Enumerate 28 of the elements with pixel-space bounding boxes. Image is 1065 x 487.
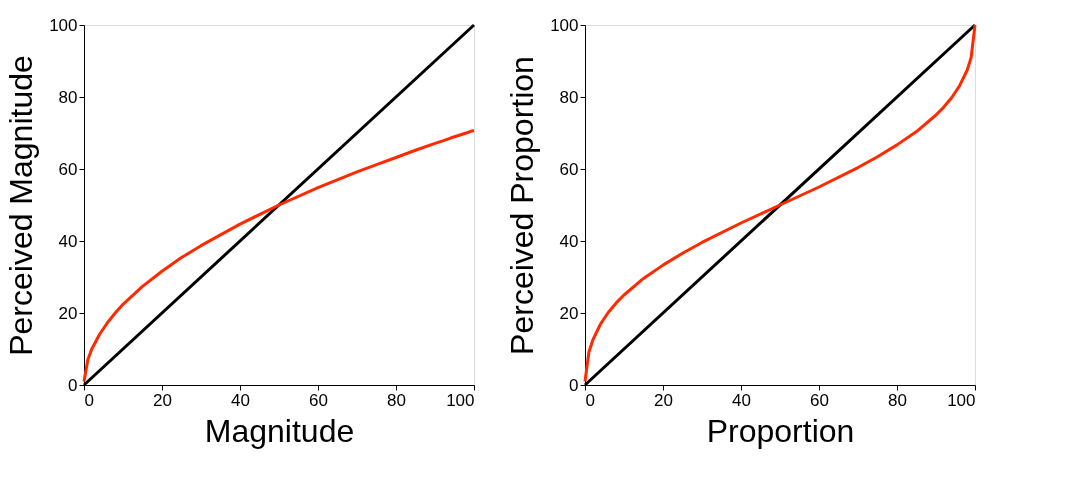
x-tick-label: 0	[84, 390, 94, 410]
x-tick-label: 60	[810, 390, 829, 410]
y-tick-label: 60	[58, 159, 78, 179]
x-tick-label: 20	[654, 390, 673, 410]
x-tick-label: 0	[585, 390, 595, 410]
y-tick-label: 80	[58, 87, 78, 107]
x-tick-label: 60	[309, 390, 328, 410]
y-tick-label: 60	[559, 159, 579, 179]
y-tick-label: 20	[559, 303, 579, 323]
x-tick-label: 40	[231, 390, 250, 410]
y-tick-label: 0	[68, 375, 78, 395]
y-tick-label: 0	[569, 375, 579, 395]
x-axis-title: Magnitude	[204, 412, 355, 449]
x-tick-label: 80	[387, 390, 406, 410]
x-tick-label: 40	[732, 390, 751, 410]
x-tick-label: 80	[888, 390, 907, 410]
y-axis-title: Perceived Magnitude	[3, 55, 40, 356]
x-tick-label: 100	[947, 390, 976, 410]
y-tick-label: 80	[559, 87, 579, 107]
y-axis-title: Perceived Proportion	[504, 56, 541, 355]
y-tick-label: 40	[559, 231, 579, 251]
y-tick-label: 100	[550, 15, 579, 35]
x-tick-label: 20	[153, 390, 172, 410]
y-tick-label: 100	[49, 15, 78, 35]
x-axis-title: Proportion	[706, 412, 855, 449]
y-tick-label: 20	[58, 303, 78, 323]
y-tick-label: 40	[58, 231, 78, 251]
x-tick-label: 100	[446, 390, 475, 410]
